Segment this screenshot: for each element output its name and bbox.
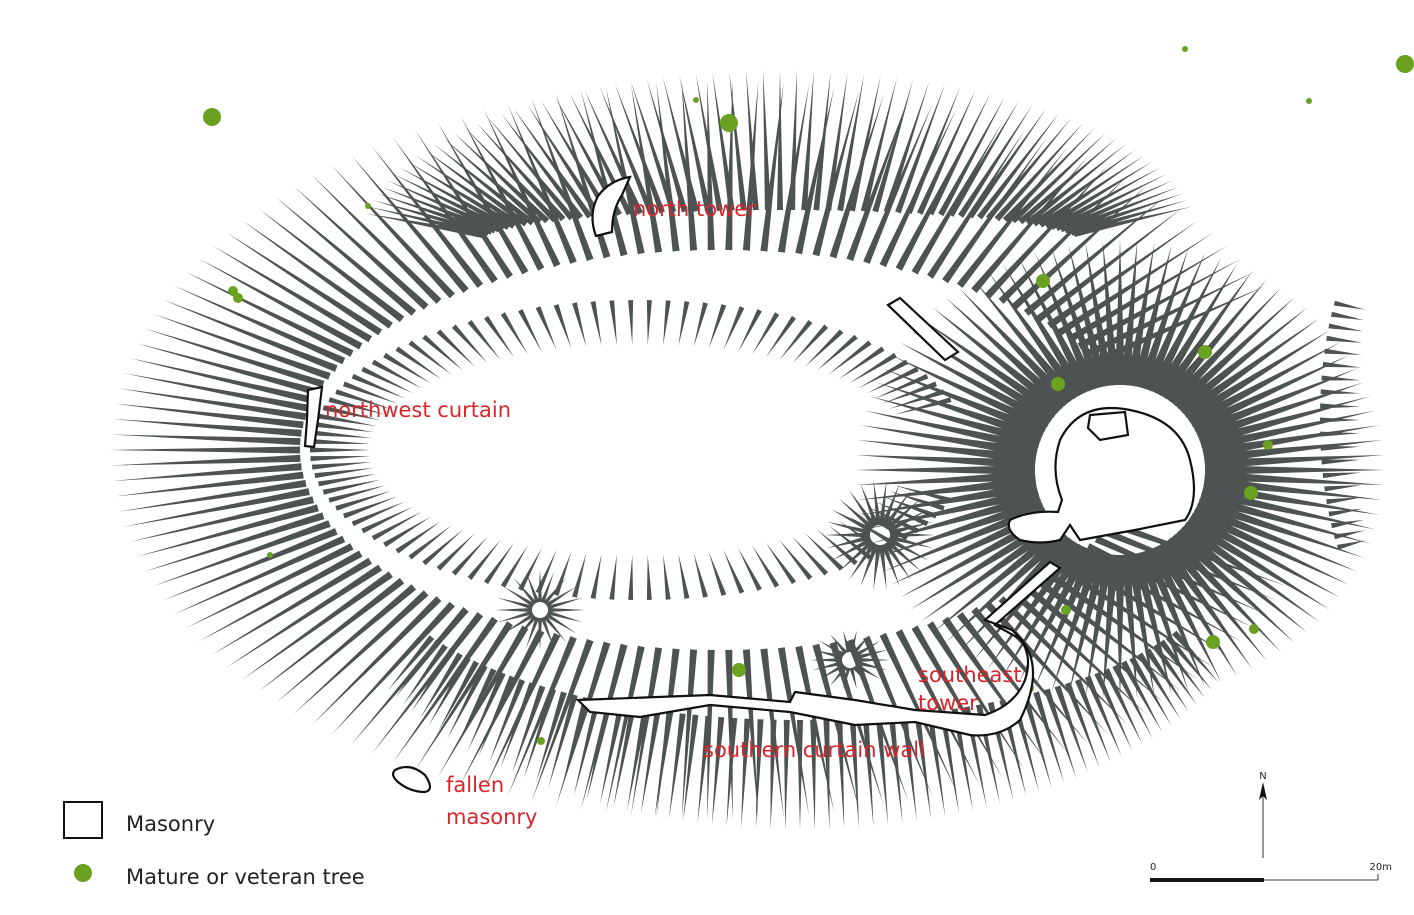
tree — [693, 97, 699, 103]
tree — [1036, 274, 1050, 288]
legend-swatch-masonry — [64, 802, 102, 838]
scale-start: 0 — [1150, 862, 1156, 873]
tree — [732, 663, 746, 677]
map-label: southern curtain wall — [703, 738, 925, 762]
tree — [1051, 377, 1065, 391]
north-label: N — [1259, 771, 1266, 782]
scale-bar: N 0 20m — [1150, 771, 1392, 882]
site-plan: north tower northwest curtain southeast … — [0, 0, 1414, 915]
tree — [1249, 624, 1259, 634]
tree — [203, 108, 221, 126]
tree — [1306, 98, 1312, 104]
tree — [1061, 605, 1071, 615]
hachure-ring — [310, 300, 952, 600]
tree — [1206, 635, 1220, 649]
tree — [1198, 345, 1212, 359]
wall-fragment — [888, 298, 958, 360]
tree — [1182, 46, 1188, 52]
fallen-masonry-block — [393, 767, 430, 792]
legend-label: Mature or veteran tree — [126, 865, 365, 889]
scale-segment — [1150, 878, 1264, 882]
hachure-ring — [1320, 301, 1366, 550]
tree — [267, 552, 273, 558]
map-label: southeast — [918, 663, 1022, 687]
map-label: masonry — [446, 805, 538, 829]
legend-label: Masonry — [126, 812, 215, 836]
tree — [1244, 486, 1258, 500]
tree — [233, 293, 243, 303]
tree — [1263, 440, 1273, 450]
tree — [365, 203, 371, 209]
scale-end: 20m — [1370, 862, 1392, 873]
legend-swatch-tree — [74, 864, 92, 882]
hachure-ring — [810, 631, 890, 690]
hachures — [110, 70, 1385, 830]
tree — [537, 737, 545, 745]
map-label: fallen — [446, 773, 504, 797]
legend: Masonry Mature or veteran tree — [64, 802, 365, 889]
map-label: north tower — [633, 197, 756, 221]
hachure-ring — [365, 70, 1192, 238]
map-label: northwest curtain — [325, 398, 511, 422]
tree — [720, 114, 738, 132]
tree — [1396, 55, 1414, 73]
map-label: tower — [918, 691, 978, 715]
northwest-curtain-masonry — [305, 387, 322, 447]
